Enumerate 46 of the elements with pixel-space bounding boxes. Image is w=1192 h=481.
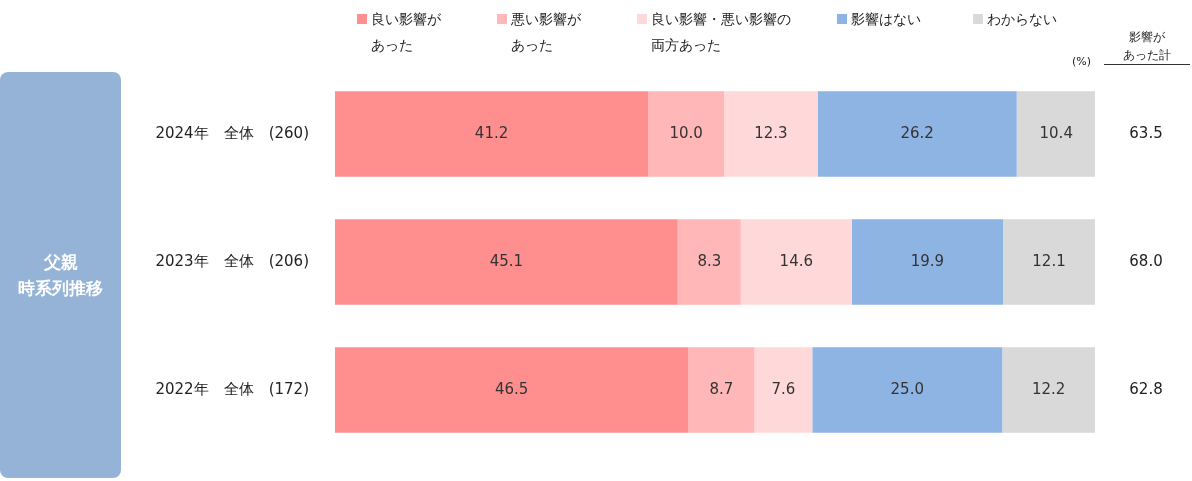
bar bbox=[1016, 91, 1095, 177]
y-tick-label: 2024年 全体 (260) bbox=[155, 123, 309, 142]
data-label: 7.6 bbox=[771, 379, 796, 398]
bar bbox=[754, 347, 813, 433]
bar bbox=[335, 347, 689, 433]
data-label: 46.5 bbox=[495, 379, 529, 398]
bar bbox=[335, 219, 678, 305]
legend-label: 良い影響があった bbox=[371, 10, 442, 55]
legend-label: わからない bbox=[987, 10, 1057, 29]
y-tick-label: 2023年 全体 (206) bbox=[155, 251, 309, 270]
text: 時系列推移 bbox=[17, 277, 104, 300]
data-label: 19.9 bbox=[910, 251, 945, 270]
text: 63.5 bbox=[1129, 123, 1163, 142]
text: (%) bbox=[1072, 55, 1092, 68]
bar bbox=[648, 91, 725, 177]
bar bbox=[335, 91, 649, 177]
data-label: 10.0 bbox=[669, 123, 703, 142]
data-label: 12.1 bbox=[1032, 251, 1066, 270]
data-label: 25.0 bbox=[890, 379, 924, 398]
data-label: 8.7 bbox=[709, 379, 734, 398]
data-label: 26.2 bbox=[900, 123, 934, 142]
text: 影響が bbox=[1128, 29, 1166, 46]
bar bbox=[677, 219, 741, 305]
bar bbox=[817, 91, 1017, 177]
data-label: 12.2 bbox=[1031, 379, 1066, 398]
data-label: 14.6 bbox=[779, 251, 814, 270]
legend-label: 悪い影響があった bbox=[511, 10, 582, 55]
text: 62.8 bbox=[1129, 379, 1163, 398]
data-label: 41.2 bbox=[474, 123, 509, 142]
bar bbox=[1002, 347, 1095, 433]
bar bbox=[740, 219, 852, 305]
legend-label: 影響はない bbox=[851, 10, 921, 29]
bar bbox=[812, 347, 1003, 433]
bar bbox=[1003, 219, 1095, 305]
bar bbox=[688, 347, 755, 433]
data-label: 12.3 bbox=[754, 123, 788, 142]
text: 父親 bbox=[42, 251, 79, 274]
data-label: 10.4 bbox=[1039, 123, 1073, 142]
legend-label: 良い影響・悪い影響の両方あった bbox=[651, 10, 792, 55]
data-label: 45.1 bbox=[489, 251, 524, 270]
text: あった計 bbox=[1123, 47, 1171, 64]
bar bbox=[724, 91, 818, 177]
y-tick-label: 2022年 全体 (172) bbox=[155, 379, 309, 398]
text: 68.0 bbox=[1129, 251, 1163, 270]
data-label: 8.3 bbox=[697, 251, 722, 270]
bar bbox=[851, 219, 1004, 305]
